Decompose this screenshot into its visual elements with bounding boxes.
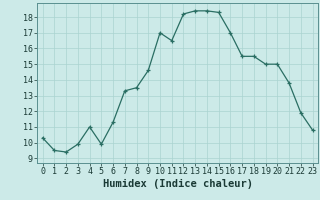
X-axis label: Humidex (Indice chaleur): Humidex (Indice chaleur) — [103, 179, 252, 189]
